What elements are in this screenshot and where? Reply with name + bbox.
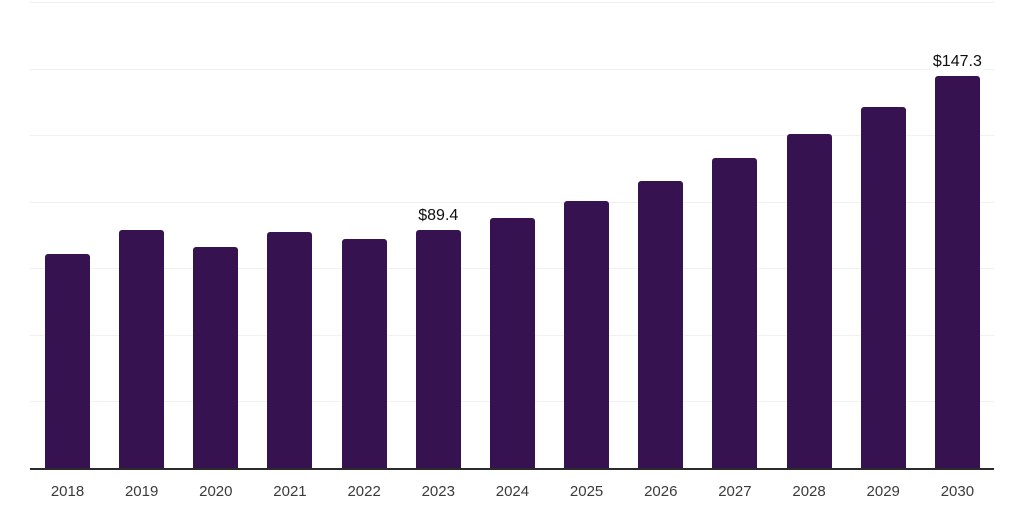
bar-2026	[638, 180, 684, 468]
bar-column-2022	[341, 2, 387, 468]
value-label-2030: $147.3	[930, 52, 984, 70]
bar-column-2024	[489, 2, 535, 468]
x-axis-label-2019: 2019	[124, 483, 159, 500]
bar-2030	[934, 75, 980, 468]
x-axis-label-2024: 2024	[495, 483, 530, 500]
x-axis-label-2029: 2029	[866, 483, 900, 500]
bar-column-2026	[638, 2, 684, 468]
x-axis-label-2023: 2023	[421, 483, 455, 500]
value-label-2023: $89.4	[416, 206, 461, 224]
bar-2023	[415, 229, 461, 468]
bar-column-2019	[119, 2, 165, 468]
bars-row: $89.4 $147.3	[30, 2, 994, 468]
bar-2027	[712, 158, 758, 468]
bar-column-2030: $147.3	[930, 2, 984, 468]
bar-2020	[193, 246, 239, 468]
gridline	[30, 135, 994, 137]
bar-column-2023: $89.4	[415, 2, 461, 468]
bar-column-2027	[712, 2, 758, 468]
x-axis-label-2025: 2025	[569, 483, 604, 500]
x-axis: 2018 2019 2020 2021 2022 2023 2024 2025 2026 2027…	[30, 483, 994, 500]
bar-column-2021	[267, 2, 313, 468]
x-axis-label-2021: 2021	[273, 483, 307, 500]
bar-2025	[564, 200, 610, 468]
bar-2029	[860, 106, 906, 468]
bar-2021	[267, 232, 313, 468]
x-axis-label-2018: 2018	[50, 483, 85, 500]
x-axis-label-2028: 2028	[792, 483, 826, 500]
x-axis-label-2027: 2027	[718, 483, 752, 500]
x-axis-label-2026: 2026	[644, 483, 678, 500]
bar-column-2028	[786, 2, 832, 468]
x-axis-label-2030: 2030	[940, 483, 975, 500]
bar-column-2025	[564, 2, 610, 468]
x-axis-label-2020: 2020	[199, 483, 233, 500]
gridline	[30, 68, 994, 70]
gridline	[30, 201, 994, 203]
gridline	[30, 2, 994, 3]
x-axis-label-2022: 2022	[347, 483, 381, 500]
bar-2019	[119, 230, 165, 468]
bar-column-2020	[193, 2, 239, 468]
bar-2018	[45, 253, 90, 468]
bar-column-2018	[45, 2, 90, 468]
bar-2022	[341, 238, 387, 468]
bar-column-2029	[860, 2, 906, 468]
bar-2028	[786, 134, 832, 468]
bar-2024	[489, 217, 535, 468]
plot-area: $89.4 $147.3	[30, 2, 994, 470]
